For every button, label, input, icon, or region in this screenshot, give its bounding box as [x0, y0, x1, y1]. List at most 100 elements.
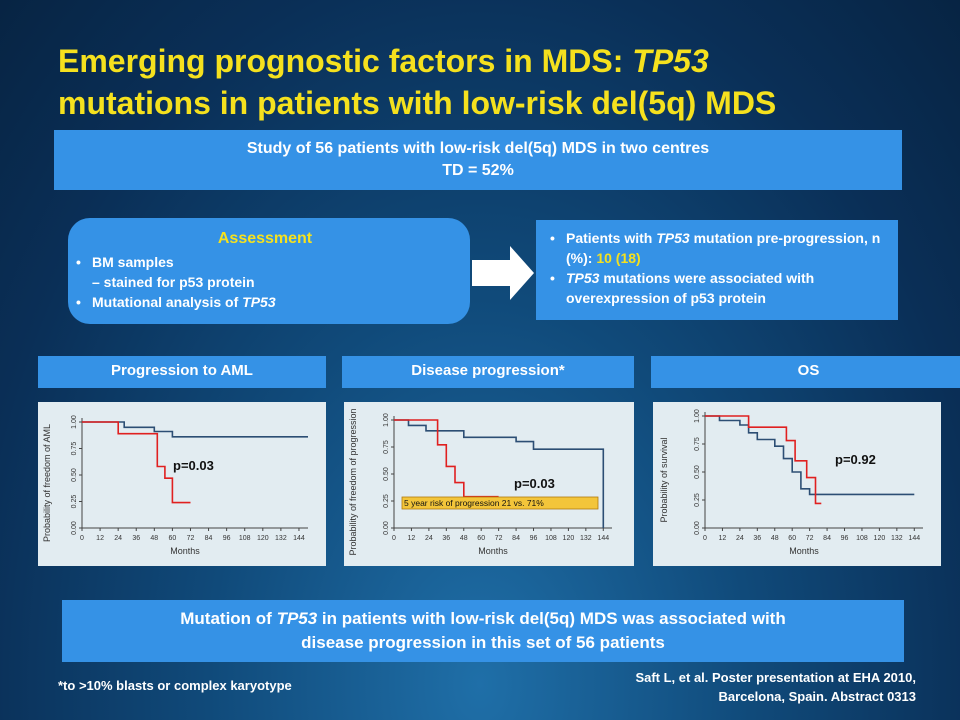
y-tick-label: 0.25 — [694, 493, 701, 507]
x-tick-label: 108 — [239, 535, 251, 542]
x-axis-label: Months — [789, 546, 819, 556]
x-tick-label: 36 — [442, 535, 450, 542]
title-line1: Emerging prognostic factors in MDS: — [58, 43, 633, 79]
y-tick-label: 0.75 — [694, 437, 701, 451]
x-tick-label: 108 — [856, 535, 868, 542]
y-axis-label: Probability of survival — [659, 437, 669, 522]
x-tick-label: 24 — [736, 535, 744, 542]
results-r1-mid: mutation pre-progression, n (%): — [566, 230, 881, 266]
conclusion-pre: Mutation of — [180, 609, 277, 628]
x-tick-label: 84 — [205, 535, 213, 542]
x-tick-label: 120 — [257, 535, 269, 542]
study-line2: TD = 52% — [442, 162, 514, 179]
y-tick-label: 0.50 — [383, 467, 390, 481]
x-tick-label: 60 — [788, 535, 796, 542]
y-tick-label: 0.50 — [71, 468, 78, 482]
x-tick-label: 144 — [597, 535, 609, 542]
x-tick-label: 84 — [823, 535, 831, 542]
results-item-overexpression: TP53 mutations were associated with over… — [550, 268, 890, 308]
x-tick-label: 72 — [187, 535, 195, 542]
chart-panel-progression: 0.00 0.25 0.50 0.75 1.00 0 12 24 36 48 60 72 84 96 108… — [344, 402, 634, 566]
x-tick-label: 60 — [169, 535, 177, 542]
assessment-item2-gene: TP53 — [242, 294, 276, 310]
series-line-mutant — [82, 421, 191, 504]
y-tick-label: 0.25 — [383, 494, 390, 508]
km-chart-aml: 0.00 0.25 0.50 0.75 1.00 0 12 24 36 48 60 72 84 96 108… — [42, 415, 308, 556]
x-tick-label: 72 — [495, 535, 503, 542]
x-tick-label: 108 — [545, 535, 557, 542]
x-tick-label: 144 — [293, 535, 305, 542]
results-r2-text: mutations were associated with overexpre… — [566, 270, 815, 306]
x-tick-label: 0 — [703, 535, 707, 542]
assessment-item2-text: Mutational analysis of — [92, 294, 243, 310]
assessment-item-mutation: Mutational analysis of TP53 — [76, 292, 454, 312]
x-tick-label: 84 — [512, 535, 520, 542]
slide-title: Emerging prognostic factors in MDS: TP53… — [58, 40, 938, 124]
y-tick-label: 0.00 — [694, 521, 701, 535]
series-line-wild-type — [82, 421, 308, 438]
citation-line2: Barcelona, Spain. Abstract 0313 — [718, 689, 917, 704]
assessment-item-bm: BM samples — [76, 252, 454, 272]
x-tick-label: 60 — [477, 535, 485, 542]
y-tick-label: 0.25 — [71, 495, 78, 509]
x-tick-label: 36 — [753, 535, 761, 542]
x-axis-label: Months — [478, 546, 508, 556]
risk-note-text: 5 year risk of progression 21 vs. 71% — [404, 498, 544, 508]
km-chart-os: 0.00 0.25 0.50 0.75 1.00 0 12 24 36 48 60 72 84 96 108… — [659, 409, 923, 556]
conclusion-line2: disease progression in this set of 56 pa… — [301, 633, 665, 652]
km-chart-progression: 0.00 0.25 0.50 0.75 1.00 0 12 24 36 48 60 72 84 96 108… — [348, 408, 612, 556]
x-tick-label: 132 — [275, 535, 287, 542]
x-tick-label: 0 — [80, 535, 84, 542]
x-axis-label: Months — [170, 546, 200, 556]
results-r1-gene: TP53 — [656, 230, 690, 246]
panel-title-progression: Disease progression* — [342, 356, 634, 388]
x-tick-label: 96 — [841, 535, 849, 542]
y-tick-label: 0.00 — [383, 521, 390, 535]
right-arrow-icon — [472, 246, 534, 300]
x-tick-label: 132 — [891, 535, 903, 542]
results-box: Patients with TP53 mutation pre-progress… — [536, 220, 898, 320]
x-tick-label: 132 — [580, 535, 592, 542]
x-tick-label: 36 — [132, 535, 140, 542]
x-tick-label: 24 — [425, 535, 433, 542]
x-tick-label: 12 — [96, 535, 104, 542]
panel-title-aml: Progression to AML — [38, 356, 326, 388]
results-r1-value: 10 (18) — [596, 250, 641, 266]
series-line-wild-type — [705, 415, 915, 496]
x-tick-label: 0 — [392, 535, 396, 542]
x-tick-label: 12 — [408, 535, 416, 542]
conclusion-box: Mutation of TP53 in patients with low-ri… — [62, 600, 904, 662]
title-gene: TP53 — [632, 43, 709, 79]
conclusion-line1-rest: in patients with low-risk del(5q) MDS wa… — [317, 609, 786, 628]
p-value-annotation: p=0.92 — [835, 452, 876, 467]
x-tick-label: 120 — [563, 535, 575, 542]
y-tick-label: 1.00 — [694, 409, 701, 423]
series-line-mutant — [705, 415, 822, 505]
conclusion-line1: Mutation of TP53 in patients with low-ri… — [62, 607, 904, 631]
y-tick-label: 0.50 — [694, 465, 701, 479]
chart-panel-os: 0.00 0.25 0.50 0.75 1.00 0 12 24 36 48 60 72 84 96 108… — [653, 402, 941, 566]
study-line1: Study of 56 patients with low-risk del(5… — [246, 140, 710, 157]
footnote: *to >10% blasts or complex karyotype — [58, 678, 292, 693]
y-axis-label: Probability of freedom of AML — [42, 424, 52, 542]
y-tick-label: 1.00 — [71, 415, 78, 429]
p-value-annotation: p=0.03 — [173, 458, 214, 473]
panel-title-os: OS — [651, 356, 960, 388]
risk-note-box — [401, 496, 599, 510]
study-summary-box: Study of 56 patients with low-risk del(5… — [54, 130, 902, 190]
citation: Saft L, et al. Poster presentation at EH… — [635, 668, 916, 706]
assessment-box: Assessment BM samples – stained for p53 … — [68, 218, 470, 324]
y-tick-label: 1.00 — [383, 413, 390, 427]
results-r1-pre: Patients with — [566, 230, 657, 246]
y-axis-label: Probability of freedom of progression — [348, 408, 358, 555]
results-r2-gene: TP53 — [566, 270, 600, 286]
x-tick-label: 72 — [806, 535, 814, 542]
title-line2: mutations in patients with low-risk del(… — [58, 85, 777, 121]
x-tick-label: 48 — [150, 535, 158, 542]
results-item-prevalence: Patients with TP53 mutation pre-progress… — [550, 228, 890, 268]
chart-panel-aml: 0.00 0.25 0.50 0.75 1.00 0 12 24 36 48 60 72 84 96 108… — [38, 402, 326, 566]
x-tick-label: 12 — [719, 535, 727, 542]
y-tick-label: 0.75 — [383, 440, 390, 454]
x-tick-label: 96 — [530, 535, 538, 542]
x-tick-label: 144 — [908, 535, 920, 542]
